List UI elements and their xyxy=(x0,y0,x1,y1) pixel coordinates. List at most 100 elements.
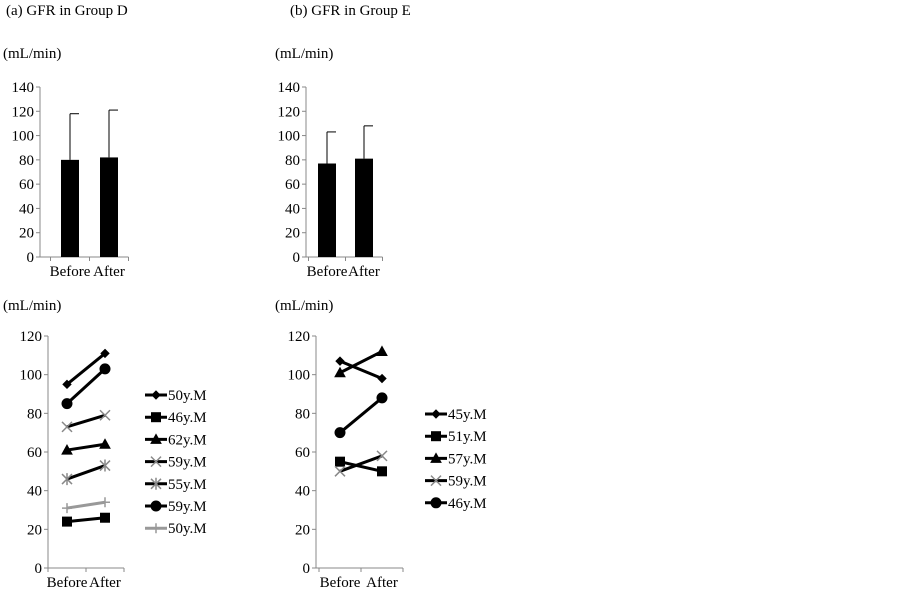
y-axis-unit-label: (mL/min) xyxy=(275,46,333,62)
marker-x xyxy=(61,421,73,433)
marker-circle xyxy=(61,398,73,410)
y-tick-label: 20 xyxy=(295,522,310,538)
y-tick-label: 60 xyxy=(27,445,42,461)
marker-square xyxy=(62,516,72,527)
legend-label: 59y.M xyxy=(168,499,207,515)
marker-triangle xyxy=(376,345,388,356)
y-tick-label: 120 xyxy=(288,329,311,345)
y-tick-label: 60 xyxy=(295,445,310,461)
y-tick-label: 100 xyxy=(12,129,35,145)
legend-label: 50y.M xyxy=(168,388,207,404)
y-tick-label: 80 xyxy=(19,153,34,169)
bar xyxy=(100,157,118,257)
y-tick-label: 140 xyxy=(12,80,35,96)
y-axis-unit-label: (mL/min) xyxy=(275,298,333,314)
y-tick-label: 100 xyxy=(278,129,301,145)
marker-diamond xyxy=(100,348,110,359)
marker-x xyxy=(334,465,346,477)
x-tick-label: After xyxy=(89,575,121,591)
y-tick-label: 60 xyxy=(19,177,34,193)
legend-label: 57y.M xyxy=(448,451,487,467)
y-tick-label: 40 xyxy=(295,484,310,500)
marker-star xyxy=(99,459,111,472)
series-3 xyxy=(61,409,111,433)
series-3 xyxy=(334,450,388,477)
legend-label: 62y.M xyxy=(168,432,207,448)
y-tick-label: 80 xyxy=(285,153,300,169)
marker-triangle xyxy=(430,452,442,463)
chart-title: (b) GFR in Group E xyxy=(290,3,411,19)
legend-label: 55y.M xyxy=(168,477,207,493)
marker-circle xyxy=(376,392,388,404)
marker-triangle xyxy=(61,444,73,455)
series-line xyxy=(66,442,106,452)
legend-item: 46y.M xyxy=(145,410,207,426)
legend-item: 59y.M xyxy=(425,474,487,490)
marker-circle xyxy=(334,427,346,439)
y-tick-label: 0 xyxy=(293,250,301,266)
legend-label: 46y.M xyxy=(168,410,207,426)
marker-diamond xyxy=(151,390,161,400)
legend-item: 50y.M xyxy=(145,521,207,537)
series-line xyxy=(66,464,106,481)
legend-label: 45y.M xyxy=(448,407,487,423)
series-line xyxy=(339,454,383,473)
bar xyxy=(61,159,79,257)
x-tick-label: Before xyxy=(320,575,361,591)
legend-label: 50y.M xyxy=(168,521,207,537)
marker-diamond xyxy=(377,373,387,384)
marker-circle xyxy=(99,363,111,375)
y-tick-label: 120 xyxy=(12,104,35,120)
legend-label: 59y.M xyxy=(168,455,207,471)
marker-x xyxy=(376,450,388,462)
series-4 xyxy=(334,392,388,439)
marker-x xyxy=(99,409,111,421)
y-tick-label: 140 xyxy=(278,80,301,96)
marker-triangle xyxy=(150,433,162,444)
y-axis-unit-label: (mL/min) xyxy=(3,46,61,62)
legend-label: 59y.M xyxy=(448,474,487,490)
y-tick-label: 20 xyxy=(19,226,34,242)
marker-diamond xyxy=(335,356,345,366)
y-tick-label: 120 xyxy=(278,104,301,120)
legend-item: 59y.M xyxy=(145,455,207,471)
series-line xyxy=(66,516,106,524)
series-1 xyxy=(335,456,387,477)
legend-item: 51y.M xyxy=(425,429,487,445)
series-line xyxy=(65,367,107,405)
y-tick-label: 20 xyxy=(27,522,42,538)
series-line xyxy=(66,500,106,510)
x-tick-label: Before xyxy=(50,264,91,280)
marker-diamond xyxy=(431,409,441,419)
chart-panel-1: (b) GFR in Group E (mL/min) 0 20 40 60 80 100 12… xyxy=(275,3,411,280)
x-tick-label: Before xyxy=(307,264,348,280)
legend-label: 51y.M xyxy=(448,429,487,445)
y-tick-label: 100 xyxy=(288,368,311,384)
chart-panel-3: (mL/min) 0 20 40 60 80 100 120 Before After 45y.M 5… xyxy=(275,298,487,591)
chart-title: (a) GFR in Group D xyxy=(6,3,128,19)
legend-item: 46y.M xyxy=(425,496,487,512)
bar xyxy=(318,163,336,257)
marker-x xyxy=(150,456,162,468)
y-axis-unit-label: (mL/min) xyxy=(3,298,61,314)
marker-x xyxy=(430,475,442,487)
y-tick-label: 40 xyxy=(19,201,34,217)
y-tick-label: 100 xyxy=(20,368,43,384)
bar xyxy=(355,158,373,257)
series-line xyxy=(66,352,106,386)
marker-circle xyxy=(430,497,442,509)
x-tick-label: Before xyxy=(47,575,88,591)
legend-item: 57y.M xyxy=(425,451,487,467)
y-tick-label: 20 xyxy=(285,226,300,242)
marker-star xyxy=(150,477,162,490)
y-tick-label: 40 xyxy=(285,201,300,217)
y-tick-label: 60 xyxy=(285,177,300,193)
x-tick-label: After xyxy=(366,575,398,591)
legend-item: 59y.M xyxy=(145,499,207,515)
series-2 xyxy=(61,438,111,455)
series-0 xyxy=(62,348,110,390)
marker-square xyxy=(377,466,387,477)
x-tick-label: After xyxy=(93,264,125,280)
series-line xyxy=(66,413,106,429)
y-tick-label: 120 xyxy=(20,329,43,345)
